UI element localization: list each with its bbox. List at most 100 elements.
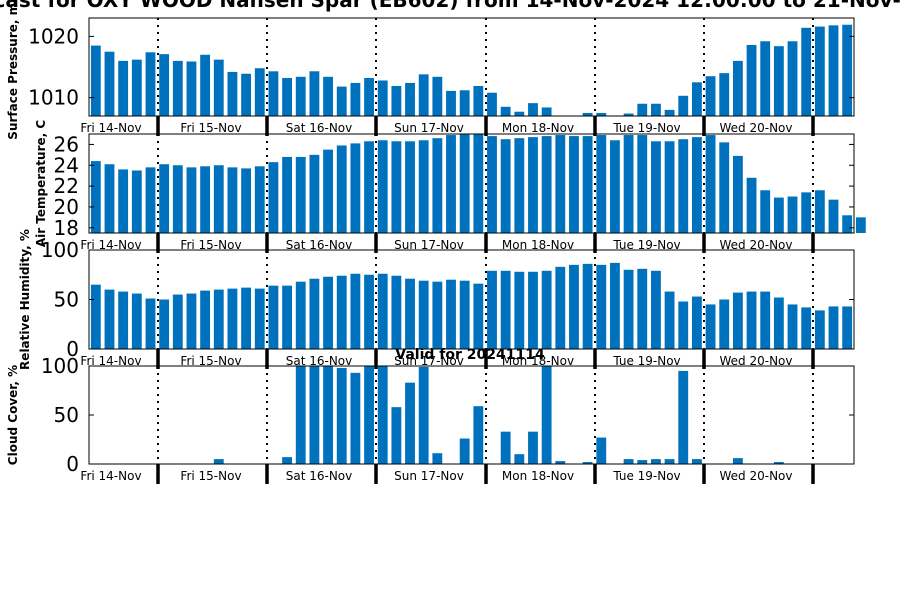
- humidity-y-axis-label: Relative Humidity, %: [18, 229, 32, 370]
- x-day-label: Wed 20-Nov: [720, 354, 793, 368]
- humidity-bar: [760, 291, 771, 349]
- humidity-bar: [801, 307, 812, 349]
- temperature-bar: [227, 167, 238, 233]
- pressure-bar: [637, 103, 648, 116]
- x-day-label: Fri 14-Nov: [80, 121, 141, 135]
- pressure-bar: [309, 71, 320, 116]
- cloud-cover-bar: [651, 459, 661, 464]
- temperature-bar: [323, 149, 333, 233]
- humidity-bar: [678, 301, 689, 349]
- cloud-cover-bar: [418, 366, 429, 464]
- temperature-bar: [787, 196, 798, 233]
- temperature-bar: [145, 167, 156, 233]
- y-tick-label: 20: [54, 195, 79, 219]
- cloud-cover-bar: [336, 367, 347, 464]
- x-day-label: Sun 17-Nov: [394, 121, 464, 135]
- humidity-panel: 0 50 100 Relative Humidity, % Fri 14-Nov Fri …: [18, 229, 855, 370]
- temperature-bar: [131, 170, 142, 233]
- pressure-bar: [282, 78, 292, 116]
- humidity-bar: [541, 270, 552, 349]
- temperature-bar: [213, 165, 224, 233]
- cloud-cover-bar: [596, 437, 607, 464]
- humidity-bar: [569, 264, 579, 349]
- humidity-bar: [432, 281, 443, 349]
- temperature-bar: [760, 190, 771, 233]
- temperature-bar: [582, 136, 593, 233]
- humidity-bar: [719, 299, 730, 349]
- humidity-bar: [691, 296, 702, 349]
- temperature-bar: [418, 140, 429, 233]
- temperature-bar: [746, 177, 757, 233]
- x-day-label: Sat 16-Nov: [286, 354, 353, 368]
- pressure-bar: [678, 95, 689, 116]
- x-day-label: Mon 18-Nov: [502, 354, 574, 368]
- pressure-bar: [664, 109, 675, 117]
- x-day-label: Fri 14-Nov: [80, 354, 141, 368]
- y-tick-label: 100: [41, 354, 79, 378]
- pressure-bar: [418, 74, 429, 116]
- temperature-bar: [528, 137, 538, 233]
- y-tick-label: 26: [54, 132, 79, 156]
- x-day-label: Sun 17-Nov: [394, 469, 464, 483]
- humidity-bar: [473, 283, 484, 349]
- humidity-bar: [159, 299, 170, 349]
- humidity-bar: [391, 275, 402, 349]
- temperature-bar: [90, 161, 101, 233]
- cloud-cover-bar: [350, 372, 361, 464]
- humidity-bar: [323, 276, 333, 349]
- x-day-label: Fri 15-Nov: [180, 469, 241, 483]
- humidity-bar: [828, 306, 839, 349]
- temperature-bar: [705, 135, 716, 233]
- pressure-bar: [145, 52, 156, 116]
- humidity-bar: [705, 304, 716, 349]
- cloud-cover-panel: 0 50 100 Cloud Cover, % Fri 14-Nov Fri 15-Nov…: [6, 354, 855, 484]
- humidity-bar: [90, 284, 101, 349]
- humidity-bar: [528, 271, 538, 349]
- humidity-bar: [596, 264, 607, 349]
- cloud-cover-bar: [732, 458, 743, 464]
- humidity-bar: [254, 288, 265, 349]
- humidity-bar: [787, 304, 798, 349]
- humidity-bar: [350, 273, 361, 349]
- pressure-bar: [459, 90, 470, 116]
- pressure-bar: [541, 107, 552, 116]
- pressure-bar: [405, 82, 415, 116]
- humidity-bar: [364, 274, 374, 349]
- x-day-label: Mon 18-Nov: [502, 469, 574, 483]
- pressure-bar: [828, 25, 839, 117]
- humidity-bar: [241, 287, 252, 349]
- pressure-bar: [336, 86, 347, 116]
- humidity-bar: [582, 263, 593, 349]
- temperature-bar: [282, 156, 292, 233]
- temperature-bar: [855, 217, 866, 233]
- pressure-bar: [159, 54, 170, 116]
- pressure-bar: [814, 26, 825, 116]
- temperature-bar: [678, 139, 689, 233]
- pressure-bar: [350, 82, 361, 116]
- pressure-bar: [241, 73, 252, 116]
- pressure-bar: [842, 24, 853, 117]
- x-day-label: Tue 19-Nov: [612, 354, 680, 368]
- humidity-bar: [842, 306, 853, 349]
- pressure-bar: [487, 92, 497, 116]
- temperature-bar: [172, 165, 183, 233]
- pressure-bar: [377, 80, 388, 116]
- temperature-bar: [473, 134, 484, 233]
- figure-title: Forecast for OXY WOOD Nansen Spar (EB602…: [0, 0, 900, 12]
- humidity-bar: [418, 280, 429, 349]
- humidity-bar: [268, 285, 279, 349]
- cloud-cover-bar: [323, 366, 333, 464]
- humidity-bar: [459, 280, 470, 349]
- y-tick-label: 0: [66, 337, 79, 361]
- cloud-cover-bar: [473, 406, 484, 464]
- temperature-bar: [104, 164, 115, 233]
- temperature-bar: [405, 141, 415, 233]
- temperature-bar: [254, 166, 265, 233]
- pressure-bar: [719, 73, 730, 117]
- cloud-cover-axes-frame: [88, 365, 855, 465]
- pressure-bar: [500, 106, 511, 116]
- cloud-cover-bar: [541, 366, 552, 464]
- temperature-bar: [241, 168, 252, 233]
- x-day-label: Mon 18-Nov: [502, 238, 574, 252]
- humidity-bar: [732, 292, 743, 349]
